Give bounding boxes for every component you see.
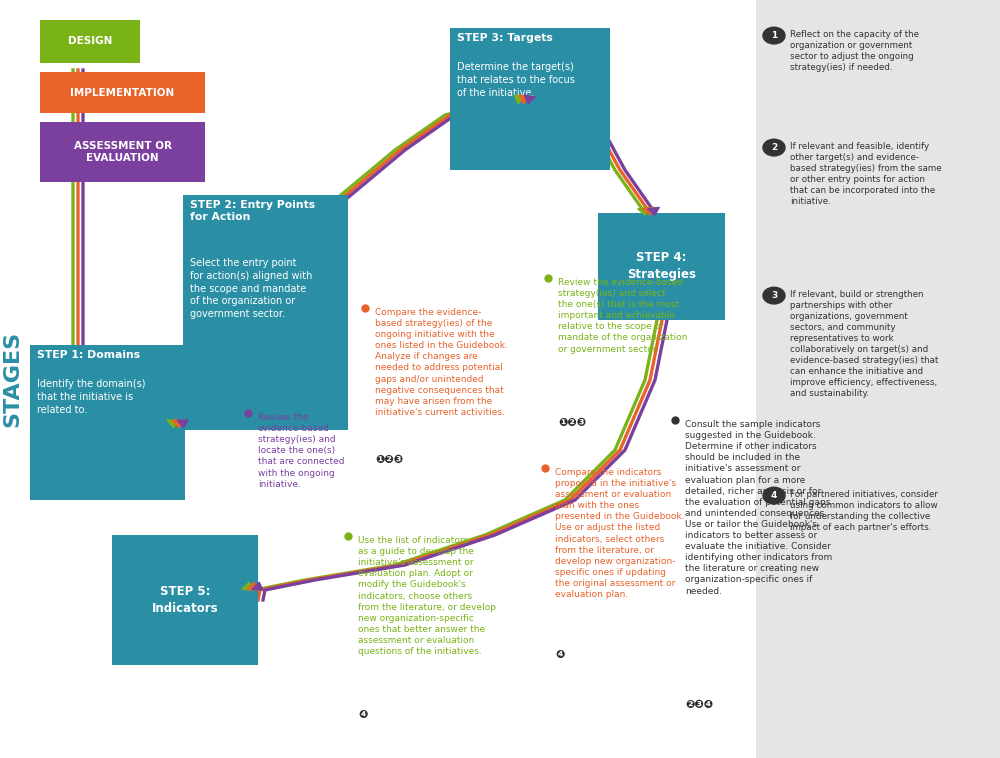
Text: ❶❷❸: ❶❷❸ — [375, 455, 403, 465]
Text: 4: 4 — [771, 491, 777, 500]
Text: DESIGN: DESIGN — [68, 36, 112, 46]
Text: IMPLEMENTATION: IMPLEMENTATION — [70, 87, 175, 98]
Polygon shape — [172, 420, 183, 428]
Text: Identify the domain(s)
that the initiative is
related to.: Identify the domain(s) that the initiati… — [37, 379, 146, 415]
Polygon shape — [177, 420, 188, 428]
FancyBboxPatch shape — [40, 122, 205, 182]
FancyBboxPatch shape — [183, 195, 348, 430]
Text: 2: 2 — [771, 143, 777, 152]
FancyBboxPatch shape — [756, 0, 1000, 758]
Text: Compare the evidence-
based strategy(ies) of the
ongoing initiative with the
one: Compare the evidence- based strategy(ies… — [375, 308, 508, 417]
Text: If relevant and feasible, identify
other target(s) and evidence-
based strategy(: If relevant and feasible, identify other… — [790, 142, 942, 206]
Text: 1: 1 — [771, 31, 777, 40]
Text: Reflect on the capacity of the
organization or government
sector to adjust the o: Reflect on the capacity of the organizat… — [790, 30, 919, 72]
Polygon shape — [514, 95, 525, 104]
Circle shape — [763, 487, 785, 504]
Text: If relevant, build or strengthen
partnerships with other
organizations, governme: If relevant, build or strengthen partner… — [790, 290, 938, 399]
Circle shape — [763, 287, 785, 304]
Text: ❶❷❸: ❶❷❸ — [558, 418, 586, 428]
Polygon shape — [247, 582, 258, 590]
FancyBboxPatch shape — [112, 535, 258, 665]
Polygon shape — [648, 208, 659, 215]
Polygon shape — [167, 420, 178, 428]
Text: Review the evidence-based
strategy(ies) and select
the one(s) that is the most
i: Review the evidence-based strategy(ies) … — [558, 278, 687, 353]
Text: Determine the target(s)
that relates to the focus
of the initiative.: Determine the target(s) that relates to … — [457, 62, 575, 98]
FancyBboxPatch shape — [30, 345, 185, 500]
Circle shape — [763, 27, 785, 44]
Text: ❹: ❹ — [555, 650, 564, 660]
Text: Use the list of indicators
as a guide to develop the
initiative's assessment or
: Use the list of indicators as a guide to… — [358, 536, 496, 656]
Text: 3: 3 — [771, 291, 777, 300]
FancyBboxPatch shape — [40, 20, 140, 63]
Text: ASSESSMENT OR
EVALUATION: ASSESSMENT OR EVALUATION — [74, 141, 172, 163]
Text: STEP 5:
Indicators: STEP 5: Indicators — [152, 585, 218, 615]
Polygon shape — [524, 95, 535, 104]
Polygon shape — [519, 95, 530, 104]
FancyBboxPatch shape — [450, 28, 610, 170]
Polygon shape — [242, 582, 253, 590]
Circle shape — [763, 139, 785, 156]
Text: ❷❸❹: ❷❸❹ — [685, 700, 713, 710]
Text: STEP 1: Domains: STEP 1: Domains — [37, 350, 140, 360]
Text: Review the
evidence-based
strategy(ies) and
locate the one(s)
that are connected: Review the evidence-based strategy(ies) … — [258, 413, 344, 489]
Polygon shape — [638, 208, 649, 215]
Text: ❹: ❹ — [358, 710, 367, 720]
Text: For partnered initiatives, consider
using common indicators to allow
for underst: For partnered initiatives, consider usin… — [790, 490, 938, 532]
Polygon shape — [252, 582, 263, 590]
Text: STEP 3: Targets: STEP 3: Targets — [457, 33, 553, 43]
Text: STAGES: STAGES — [2, 331, 22, 427]
FancyBboxPatch shape — [40, 72, 205, 113]
FancyBboxPatch shape — [598, 213, 725, 320]
Text: STEP 2: Entry Points
for Action: STEP 2: Entry Points for Action — [190, 200, 315, 222]
Text: Compare the indicators
proposed in the initiative's
assessment or evaluation
pla: Compare the indicators proposed in the i… — [555, 468, 684, 599]
Text: Select the entry point
for action(s) aligned with
the scope and mandate
of the o: Select the entry point for action(s) ali… — [190, 258, 312, 319]
Polygon shape — [643, 208, 654, 215]
Text: Consult the sample indicators
suggested in the Guidebook.
Determine if other ind: Consult the sample indicators suggested … — [685, 420, 832, 596]
Text: STEP 4:
Strategies: STEP 4: Strategies — [627, 252, 696, 281]
